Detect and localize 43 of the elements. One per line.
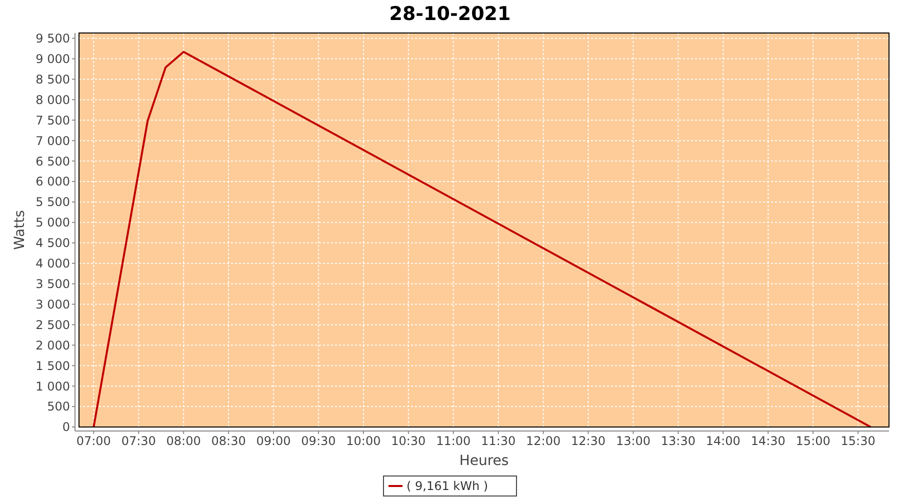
line-series [92,50,872,428]
y-tick-label: 2 500 [36,318,70,332]
y-tick-label: 5 000 [36,216,70,230]
y-tick-label: 8 500 [36,72,70,86]
y-tick-label: 6 000 [36,174,70,189]
x-tick-label: 10:30 [391,434,426,448]
y-tick-label: 0 [62,420,70,434]
y-tick-label: 4 500 [36,236,70,250]
legend-label: ( 9,161 kWh ) [406,479,488,494]
x-tick-label: 13:00 [616,434,651,448]
y-tick-label: 7 500 [36,113,70,128]
x-tick-label: 14:00 [706,434,740,448]
y-tick-label: 8 000 [36,92,70,107]
x-tick-label: 10:00 [346,434,381,448]
y-tick-label: 1 000 [36,379,70,394]
x-tick-label: 11:00 [436,434,471,448]
x-tick-label: 14:30 [750,434,786,448]
y-tick-label: 1 500 [36,358,70,373]
y-tick-label: 500 [47,400,70,414]
x-tick-label: 07:30 [121,434,156,448]
y-tick-label: 3 000 [36,297,70,312]
x-tick-label: 15:00 [796,434,830,448]
y-tick-label: 9 000 [36,52,70,66]
x-axis-title: Heures [459,453,509,469]
x-tick-label: 15:30 [840,434,876,448]
x-tick-label: 09:00 [256,434,291,448]
x-tick-label: 12:00 [526,434,561,448]
y-axis-title: Watts [12,210,28,250]
chart-title: 28-10-2021 [389,3,511,25]
y-tick-label: 7 000 [36,134,70,148]
x-tick-label: 08:30 [211,434,246,448]
y-tick-label: 3 500 [36,277,70,291]
x-tick-label: 12:30 [570,434,606,448]
y-tick-label: 2 000 [36,338,70,352]
y-tick-label: 6 500 [36,154,70,168]
y-tick-label: 4 000 [36,256,70,271]
x-tick-label: 13:30 [660,434,696,448]
x-tick-label: 08:00 [166,434,201,448]
x-tick-label: 07:00 [76,434,111,448]
y-tick-label: 5 500 [36,195,70,210]
x-tick-label: 09:30 [301,434,336,448]
x-tick-label: 11:30 [481,434,516,448]
y-tick-label: 9 500 [36,32,70,46]
